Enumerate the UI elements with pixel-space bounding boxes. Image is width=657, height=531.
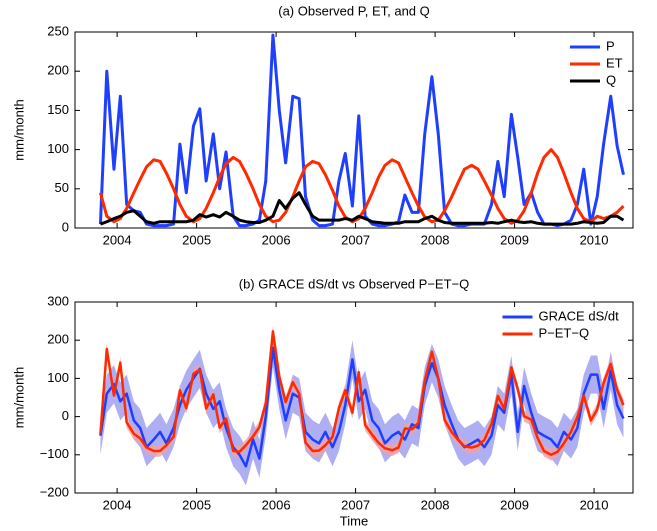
y-tick-label: 0 — [62, 219, 69, 234]
x-tick-label: 2009 — [500, 497, 529, 512]
y-tick-label: 200 — [47, 332, 69, 347]
legend-label: ET — [606, 55, 623, 70]
legend-label: P−ET−Q — [539, 325, 590, 340]
y-tick-label: 100 — [47, 370, 69, 385]
y-tick-label: −200 — [40, 484, 69, 499]
x-tick-label: 2008 — [421, 232, 450, 247]
y-tick-label: 100 — [47, 141, 69, 156]
x-tick-label: 2010 — [580, 232, 609, 247]
legend-label: GRACE dS/dt — [539, 308, 620, 323]
y-tick-label: 250 — [47, 23, 69, 38]
chart-title: (a) Observed P, ET, and Q — [278, 3, 430, 18]
x-tick-label: 2005 — [182, 232, 211, 247]
x-axis-label: Time — [340, 513, 368, 528]
legend-label: P — [606, 38, 615, 53]
y-axis-label: mm/month — [11, 367, 26, 428]
series-line — [98, 148, 625, 225]
x-tick-label: 2009 — [500, 232, 529, 247]
x-tick-label: 2004 — [103, 232, 132, 247]
x-tick-label: 2007 — [341, 232, 370, 247]
series-line — [98, 33, 625, 228]
y-axis-label: mm/month — [11, 99, 26, 160]
x-tick-label: 2006 — [262, 497, 291, 512]
y-tick-label: −100 — [40, 446, 69, 461]
x-tick-label: 2006 — [262, 232, 291, 247]
x-tick-label: 2008 — [421, 497, 450, 512]
y-tick-label: 50 — [55, 180, 69, 195]
x-tick-label: 2004 — [103, 497, 132, 512]
y-tick-label: 200 — [47, 63, 69, 78]
series-line — [99, 191, 625, 226]
series-line — [99, 330, 625, 457]
x-tick-label: 2005 — [182, 497, 211, 512]
legend-label: Q — [606, 72, 616, 87]
x-tick-label: 2007 — [341, 497, 370, 512]
x-tick-label: 2010 — [580, 497, 609, 512]
y-tick-label: 150 — [47, 102, 69, 117]
y-tick-label: 300 — [47, 293, 69, 308]
plot-frame — [74, 31, 634, 229]
y-tick-label: 0 — [62, 408, 69, 423]
chart-title: (b) GRACE dS/dt vs Observed P−ET−Q — [239, 276, 469, 291]
plot-frame — [74, 301, 634, 494]
